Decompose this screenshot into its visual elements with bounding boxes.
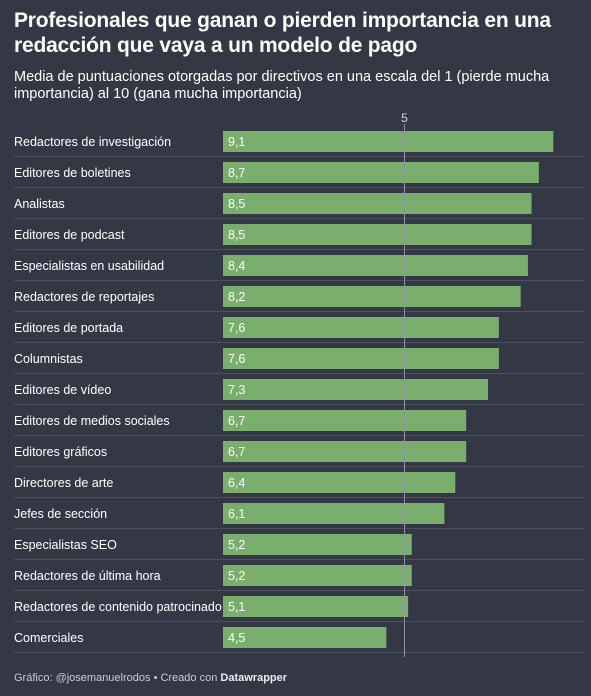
category-label: Analistas [14,197,65,211]
bar [223,255,528,276]
value-label: 7,6 [228,352,245,366]
bar [223,565,412,586]
footer-brand: Datawrapper [220,672,288,684]
value-label: 8,4 [228,259,245,273]
category-label: Directores de arte [14,476,113,490]
category-label: Editores gráficos [14,445,107,459]
bar [223,131,554,152]
value-label: 5,2 [228,569,245,583]
value-label: 7,3 [228,383,245,397]
bar [223,379,488,400]
category-label: Redactores de contenido patrocinado [14,600,222,614]
bar-chart: Redactores de investigación 9,1 Editores d… [14,111,584,657]
bar [223,317,499,338]
chart-subtitle: Media de puntuaciones otorgadas por dire… [14,69,550,102]
bar [223,410,467,431]
footer-prefix: Gráfico: @josemanuelrodos • Creado con [14,672,221,684]
value-label: 8,2 [228,290,245,304]
bar [223,286,521,307]
bar [223,596,409,617]
bar [223,348,499,369]
reference-line-label: 5 [401,111,408,125]
bar [223,224,532,245]
value-label: 6,4 [228,476,245,490]
category-label: Editores de boletines [14,166,131,180]
value-label: 6,7 [228,445,245,459]
category-label: Columnistas [14,352,83,366]
bar [223,441,467,462]
category-label: Redactores de reportajes [14,290,154,304]
value-label: 8,7 [228,166,245,180]
value-label: 6,7 [228,414,245,428]
bar [223,162,539,183]
value-label: 7,6 [228,321,245,335]
category-label: Jefes de sección [14,507,107,521]
category-label: Redactores de investigación [14,135,171,149]
category-label: Comerciales [14,631,83,645]
bar [223,472,456,493]
bar [223,534,412,555]
value-label: 5,2 [228,538,245,552]
footer-credit: Gráfico: @josemanuelrodos • Creado con D… [14,672,287,684]
category-label: Redactores de última hora [14,569,161,583]
category-label: Editores de portada [14,321,123,335]
value-label: 6,1 [228,507,245,521]
value-label: 9,1 [228,135,245,149]
bar [223,503,445,524]
value-label: 5,1 [228,600,245,614]
bar [223,193,532,214]
category-label: Especialistas en usabilidad [14,259,164,273]
category-label: Editores de vídeo [14,383,111,397]
bar [223,627,387,648]
value-label: 8,5 [228,228,245,242]
value-label: 4,5 [228,631,245,645]
chart-title: Profesionales que ganan o pierden import… [14,9,551,57]
category-label: Editores de medios sociales [14,414,170,428]
value-label: 8,5 [228,197,245,211]
category-label: Especialistas SEO [14,538,117,552]
category-label: Editores de podcast [14,228,125,242]
